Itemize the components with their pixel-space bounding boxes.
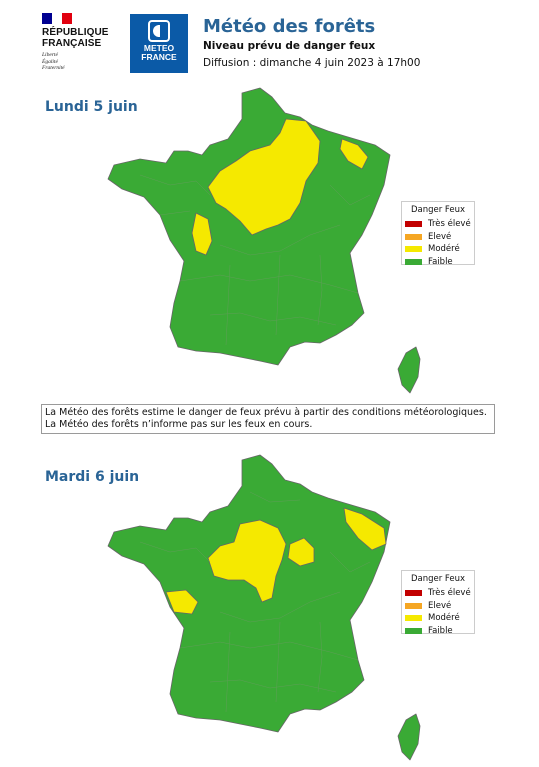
- map-legend-1: Danger Feux Très élevé Elevé Modéré Faib…: [401, 201, 475, 267]
- legend-label: Très élevé: [428, 219, 471, 230]
- legend-item: Très élevé: [405, 218, 471, 231]
- french-flag-icon: [42, 13, 72, 24]
- legend-item: Faible: [405, 256, 471, 269]
- meteo-france-logo: METEO FRANCE: [130, 14, 188, 73]
- france-mainland: [107, 454, 391, 733]
- mf-line2: FRANCE: [141, 52, 177, 62]
- legend-item: Elevé: [405, 600, 471, 613]
- flag-red: [62, 13, 72, 24]
- legend-swatch: [405, 233, 422, 240]
- map-legend-2: Danger Feux Très élevé Elevé Modéré Faib…: [401, 570, 475, 636]
- fire-danger-map-2: [107, 454, 421, 761]
- legend-swatch: [405, 258, 422, 265]
- notice-line-2: La Météo des forêts n’informe pas sur le…: [45, 419, 313, 430]
- day-title-2: Mardi 6 juin: [45, 469, 140, 485]
- legend-item: Modéré: [405, 612, 471, 625]
- page-subtitle: Niveau prévu de danger feux: [203, 40, 376, 52]
- rf-motto: Liberté Égalité Fraternité: [42, 52, 122, 72]
- legend-label: Elevé: [428, 600, 452, 611]
- legend-label: Faible: [428, 625, 453, 636]
- legend-item: Très élevé: [405, 587, 471, 600]
- moderate-zone-vienne: [191, 212, 213, 256]
- legend-title: Danger Feux: [410, 574, 466, 584]
- legend-label: Faible: [428, 256, 453, 267]
- flag-blue: [42, 13, 52, 24]
- moderate-zone-alsace: [343, 507, 387, 551]
- republique-francaise-logo: RÉPUBLIQUE FRANÇAISE Liberté Égalité Fra…: [42, 13, 122, 75]
- department-borders-2: [139, 491, 371, 713]
- fire-danger-map-1: [107, 87, 421, 394]
- moderate-zone-vendee: [165, 589, 199, 615]
- rf-line1: RÉPUBLIQUE: [42, 27, 109, 38]
- notice-line-1: La Météo des forêts estime le danger de …: [45, 407, 487, 418]
- rf-motto-2: Égalité: [42, 58, 58, 65]
- legend-swatch: [405, 627, 422, 634]
- legend-item: Faible: [405, 625, 471, 638]
- legend-label: Elevé: [428, 231, 452, 242]
- department-borders-1: [139, 174, 371, 346]
- rf-logo-text: RÉPUBLIQUE FRANÇAISE: [42, 27, 122, 49]
- diffusion-date: Diffusion : dimanche 4 juin 2023 à 17h00: [203, 57, 421, 69]
- day-title-1: Lundi 5 juin: [45, 99, 138, 115]
- legend-swatch: [405, 602, 422, 609]
- moderate-zone-centre: [207, 519, 287, 603]
- legend-swatch: [405, 590, 422, 597]
- moderate-zone-marne: [287, 537, 315, 567]
- legend-swatch: [405, 221, 422, 228]
- corsica: [397, 346, 421, 394]
- moderate-zone-alsace: [339, 138, 369, 170]
- legend-label: Modéré: [428, 613, 460, 624]
- moderate-zone-centre: [207, 118, 321, 236]
- legend-item: Elevé: [405, 231, 471, 244]
- legend-item: Modéré: [405, 243, 471, 256]
- legend-label: Très élevé: [428, 588, 471, 599]
- mf-logo-text: METEO FRANCE: [130, 44, 188, 62]
- legend-swatch: [405, 615, 422, 622]
- mf-line1: METEO: [143, 43, 175, 53]
- meteo-france-mark-icon: [148, 20, 170, 42]
- legend-swatch: [405, 246, 422, 253]
- legend-label: Modéré: [428, 244, 460, 255]
- info-notice: La Météo des forêts estime le danger de …: [41, 404, 495, 434]
- flag-white: [52, 13, 62, 24]
- page-title: Météo des forêts: [203, 16, 376, 37]
- rf-motto-1: Liberté: [42, 52, 58, 58]
- corsica: [397, 713, 421, 761]
- rf-motto-3: Fraternité: [42, 65, 65, 71]
- legend-title: Danger Feux: [410, 205, 466, 215]
- rf-line2: FRANÇAISE: [42, 38, 102, 49]
